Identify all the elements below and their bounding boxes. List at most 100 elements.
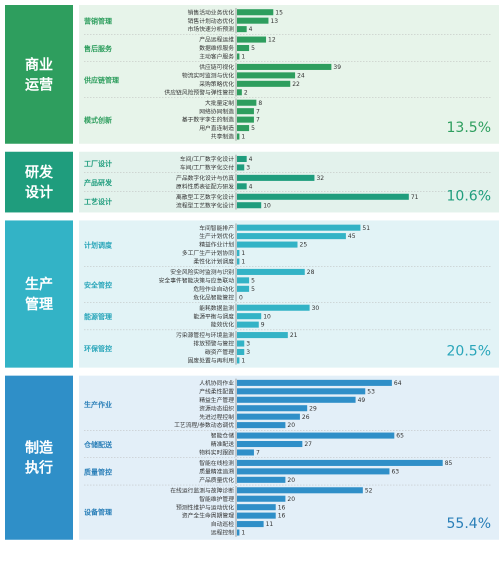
- item-label: 车间智能排产: [199, 224, 234, 232]
- item-label: 生产计划优化: [199, 232, 234, 240]
- bar: [237, 495, 286, 502]
- value-label: 12: [268, 37, 276, 44]
- bar: [237, 449, 254, 456]
- section-title: 生产: [25, 276, 53, 293]
- item-label: 固废处置与再利用: [188, 357, 235, 365]
- item-label: 共享制造: [211, 133, 234, 141]
- value-label: 5: [251, 277, 255, 284]
- section-title: 制造: [25, 440, 53, 457]
- item-label: 预测性维护与运动优化: [176, 503, 234, 511]
- value-label: 5: [251, 286, 255, 293]
- item-label: 精益作业计划: [199, 241, 234, 249]
- item-label: 大批量定制: [205, 99, 234, 107]
- item-label: 精益生产管理: [199, 396, 234, 404]
- item-label: 物料实时跟踪: [199, 449, 234, 457]
- bar: [237, 89, 242, 96]
- section-block: [5, 220, 73, 368]
- value-label: 7: [256, 108, 260, 115]
- bar: [237, 413, 300, 420]
- item-label: 先进过程控制: [199, 413, 234, 421]
- bar: [237, 99, 257, 106]
- bar: [237, 174, 315, 181]
- item-label: 智能仓储: [211, 432, 234, 440]
- section-title: 运营: [25, 76, 53, 93]
- category-label: 计划调度: [84, 241, 113, 250]
- item-label: 基于数字孪生的制造: [182, 116, 234, 124]
- value-label: 2: [244, 89, 248, 96]
- value-label: 8: [258, 100, 262, 107]
- category-label: 生产作业: [84, 400, 112, 409]
- section-percent: 10.6%: [447, 188, 491, 204]
- value-label: 5: [251, 45, 255, 52]
- category-label: 营销管理: [84, 17, 112, 26]
- item-label: 自动巡检: [211, 520, 234, 528]
- bar: [237, 202, 262, 209]
- bar: [237, 268, 305, 275]
- section-title: 管理: [25, 296, 53, 313]
- bar: [237, 441, 303, 448]
- item-label: 安全事件智能决策与应急联动: [159, 276, 235, 284]
- bar: [237, 388, 366, 395]
- item-label: 工艺流程/参数动态调优: [174, 421, 234, 429]
- value-label: 27: [304, 441, 312, 448]
- item-label: 市场快速分析预测: [188, 25, 235, 33]
- bar: [237, 277, 250, 284]
- value-label: 15: [275, 9, 283, 16]
- bar: [237, 512, 276, 519]
- bar: [237, 379, 392, 386]
- bar: [237, 258, 240, 265]
- bar: [237, 521, 264, 528]
- item-label: 产品质量优化: [199, 476, 234, 484]
- value-label: 85: [445, 460, 453, 467]
- section-title: 执行: [25, 460, 53, 477]
- value-label: 20: [287, 477, 295, 484]
- category-label: 质量管控: [84, 467, 112, 476]
- value-label: 4: [249, 156, 253, 163]
- item-label: 销售活动业务优化: [188, 8, 235, 16]
- value-label: 20: [287, 496, 295, 503]
- category-label: 售后服务: [84, 44, 113, 53]
- bar: [237, 529, 240, 536]
- bar: [237, 422, 286, 429]
- item-label: 用户直连制造: [199, 124, 234, 132]
- item-label: 安全风险实时监测与识别: [170, 268, 234, 276]
- value-label: 10: [263, 202, 271, 209]
- value-label: 0: [239, 294, 243, 301]
- bar: [237, 340, 245, 347]
- bar: [237, 321, 259, 328]
- item-label: 污染源管控与环境监测: [176, 331, 234, 339]
- item-label: 产品远程运维: [199, 36, 234, 44]
- section-title: 研发: [25, 164, 54, 181]
- item-label: 柔性化计划调度: [193, 258, 234, 266]
- value-label: 5: [251, 125, 255, 132]
- item-label: 产品数字化设计与仿真: [176, 174, 234, 182]
- item-label: 物流实时监测与优化: [182, 71, 234, 79]
- section-title: 设计: [25, 184, 53, 201]
- item-label: 碳资产管理: [205, 348, 234, 356]
- item-label: 离散型工艺数字化设计: [176, 193, 234, 201]
- category-label: 能源管理: [84, 312, 112, 321]
- item-label: 供应链可视化: [199, 63, 234, 71]
- bar: [237, 9, 274, 16]
- section-title: 商业: [25, 56, 53, 73]
- section-panel: [79, 151, 499, 213]
- item-label: 原料性质表征配方研发: [176, 182, 234, 190]
- item-label: 产线柔性配置: [199, 387, 234, 395]
- bar: [237, 313, 262, 320]
- value-label: 3: [246, 349, 250, 356]
- value-label: 1: [241, 250, 245, 257]
- bar: [237, 53, 240, 60]
- category-label: 设备管理: [84, 507, 112, 516]
- category-label: 工艺设计: [84, 197, 112, 206]
- section-block: [5, 375, 73, 540]
- bar: [237, 116, 254, 123]
- value-label: 1: [241, 259, 245, 266]
- section-percent: 20.5%: [447, 344, 491, 360]
- value-label: 30: [312, 305, 320, 312]
- category-label: 仓储配送: [83, 440, 113, 449]
- bar: [237, 405, 308, 412]
- value-label: 24: [297, 72, 305, 79]
- category-label: 工厂设计: [84, 159, 112, 168]
- bar: [237, 80, 291, 87]
